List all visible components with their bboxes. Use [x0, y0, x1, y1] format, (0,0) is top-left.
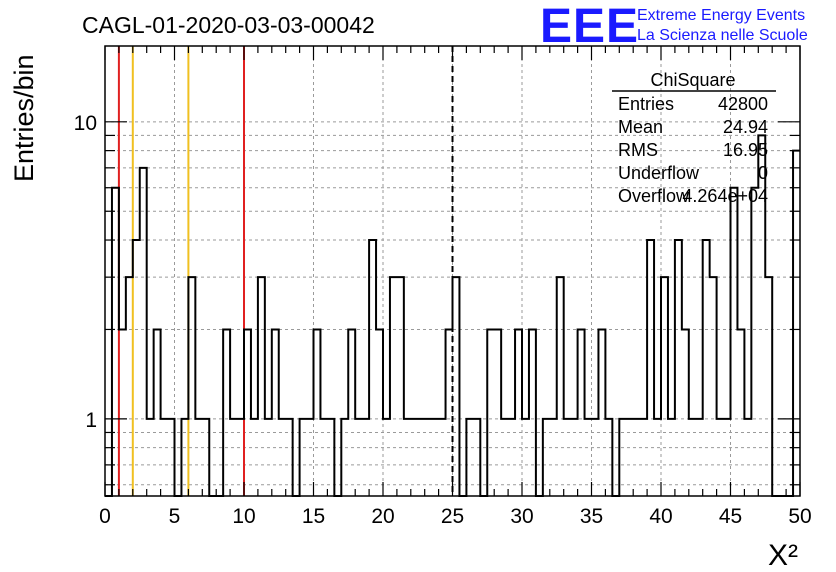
histogram-bin [703, 240, 710, 496]
y-tick-label: 10 [74, 112, 97, 135]
histogram-bin [112, 188, 119, 496]
histogram-bin [244, 329, 251, 496]
stats-label-mean: Mean [618, 117, 663, 137]
axis-ticks: 0 5 10 15 20 25 30 35 40 45 50 1 10 [74, 46, 812, 528]
logo-line-1: Extreme Energy Events [637, 7, 805, 24]
histogram-bin [494, 329, 501, 496]
histogram-bin [487, 329, 494, 496]
histogram-bin [140, 168, 147, 496]
histogram-bin [446, 329, 453, 496]
reference-lines [117, 46, 454, 496]
stats-label-rms: RMS [618, 140, 658, 160]
histogram-bin [737, 329, 744, 496]
x-tick-label: 10 [232, 505, 255, 528]
grid-layer [105, 46, 800, 496]
histogram-bin [529, 329, 536, 496]
histogram-bin [348, 329, 355, 496]
x-tick-label: 0 [99, 505, 111, 528]
histogram-bin [133, 240, 140, 496]
stats-value-mean: 24.94 [723, 117, 768, 137]
histogram-bin [578, 329, 585, 496]
histogram-bin [731, 188, 738, 496]
histogram-bin [376, 329, 383, 496]
chart-title: CAGL-01-2020-03-03-00042 [82, 12, 375, 38]
histogram-bin [188, 277, 195, 496]
stats-value-underflow: 0 [758, 163, 768, 183]
eee-logo: EEE Extreme Energy Events La Scienza nel… [540, 0, 808, 53]
x-tick-label: 5 [169, 505, 181, 528]
y-tick-label: 1 [85, 409, 97, 432]
x-tick-label: 20 [371, 505, 394, 528]
x-tick-label: 15 [302, 505, 325, 528]
stats-value-entries: 42800 [718, 94, 768, 114]
histogram-bin [258, 277, 265, 496]
logo-mark: EEE [540, 0, 639, 53]
stats-title: ChiSquare [650, 70, 735, 90]
stats-label-overflow: Overflow [618, 186, 690, 206]
histogram-bin [515, 329, 522, 496]
histogram-bin [272, 329, 279, 496]
x-axis-label: X² [768, 539, 798, 572]
x-tick-label: 40 [649, 505, 672, 528]
histogram-bin [390, 277, 397, 496]
histogram-bin [154, 329, 161, 496]
x-tick-label: 30 [510, 505, 533, 528]
histogram-bin [557, 277, 564, 496]
histogram-bin [793, 151, 800, 496]
y-axis-label: Entries/bin [9, 54, 39, 182]
histogram-bin [223, 329, 230, 496]
x-tick-label: 35 [580, 505, 603, 528]
stats-value-rms: 16.95 [723, 140, 768, 160]
histogram-bin [751, 188, 758, 496]
histogram-bin [397, 277, 404, 496]
x-tick-label: 50 [788, 505, 811, 528]
stats-label-entries: Entries [618, 94, 674, 114]
histogram-bin [598, 329, 605, 496]
histogram-bin [119, 329, 126, 496]
histogram-bin [126, 277, 133, 496]
histogram-bin [453, 277, 460, 496]
histogram-bin [647, 240, 654, 496]
histogram-bin [314, 329, 321, 496]
stats-label-underflow: Underflow [618, 163, 700, 183]
histogram-bin [765, 277, 772, 496]
histogram-bin [369, 240, 376, 496]
logo-line-2: La Scienza nelle Scuole [637, 27, 808, 44]
histogram-bin [661, 277, 668, 496]
stats-box: ChiSquare Entries 42800 Mean 24.94 RMS 1… [612, 70, 776, 206]
x-tick-label: 45 [719, 505, 742, 528]
x-tick-label: 25 [441, 505, 464, 528]
histogram-bin [675, 240, 682, 496]
stats-value-overflow: 4.264e+04 [682, 186, 768, 206]
histogram-bin [682, 329, 689, 496]
histogram-bin [710, 277, 717, 496]
